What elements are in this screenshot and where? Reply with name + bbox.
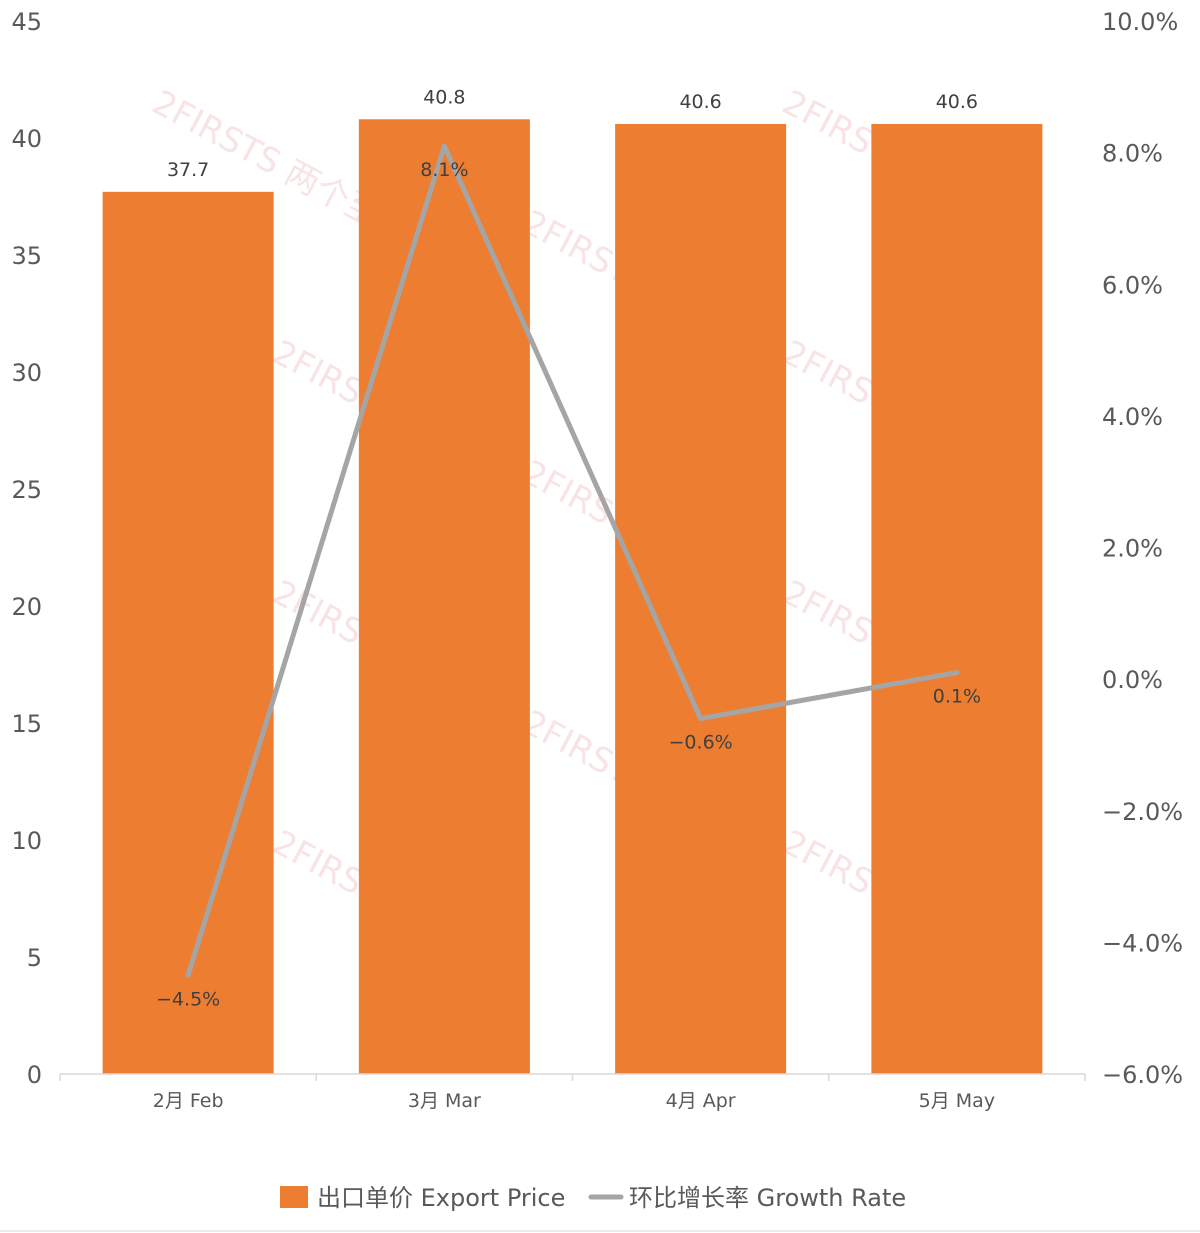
right-tick-label: −6.0% (1102, 1061, 1183, 1089)
legend-label-growth-rate: 环比增长率 Growth Rate (629, 1184, 906, 1212)
right-tick-label: −2.0% (1102, 798, 1183, 826)
bar-series (102, 119, 1043, 1074)
right-y-axis: −6.0% −4.0% −2.0% 0.0% 2.0% 4.0% 6.0% 8.0% 10.0% (1102, 8, 1183, 1089)
right-tick-label: 2.0% (1102, 535, 1163, 563)
bar-3 (615, 123, 787, 1074)
x-tick-label: 5月 May (919, 1090, 995, 1112)
right-tick-label: 6.0% (1102, 271, 1163, 299)
left-tick-label: 25 (11, 476, 42, 504)
bar-value-label: 40.6 (679, 91, 721, 113)
left-y-axis: 0 5 10 15 20 25 30 35 40 45 (11, 8, 42, 1089)
line-series (185, 143, 960, 978)
left-tick-label: 5 (27, 944, 42, 972)
left-tick-label: 0 (27, 1061, 42, 1089)
left-tick-label: 20 (11, 593, 42, 621)
left-tick-label: 10 (11, 827, 42, 855)
growth-rate-line (185, 143, 960, 978)
line-value-label: −4.5% (156, 988, 220, 1010)
x-axis: 2月 Feb 3月 Mar 4月 Apr 5月 May (59, 1073, 1086, 1112)
legend: 出口单价 Export Price 环比增长率 Growth Rate (0, 1184, 1200, 1232)
bar-value-label: 40.8 (423, 86, 465, 108)
bar-1 (102, 191, 274, 1074)
right-tick-label: 4.0% (1102, 403, 1163, 431)
legend-swatch-export-price (280, 1186, 308, 1208)
right-tick-label: 8.0% (1102, 140, 1163, 168)
line-value-label: −0.6% (669, 732, 733, 754)
line-point-1 (187, 974, 190, 977)
right-tick-label: −4.0% (1102, 929, 1183, 957)
left-tick-label: 40 (11, 125, 42, 153)
bar-value-label: 37.7 (167, 159, 209, 181)
bar-4 (871, 123, 1043, 1074)
bar-2 (358, 119, 530, 1074)
left-tick-label: 35 (11, 242, 42, 270)
line-point-2 (443, 145, 446, 148)
x-tick-label: 3月 Mar (408, 1090, 481, 1112)
line-point-3 (699, 717, 702, 720)
left-tick-label: 15 (11, 710, 42, 738)
right-tick-label: 10.0% (1102, 8, 1178, 36)
left-tick-label: 45 (11, 8, 42, 36)
bar-value-label: 40.6 (936, 91, 978, 113)
right-tick-label: 0.0% (1102, 666, 1163, 694)
x-tick-label: 4月 Apr (666, 1090, 736, 1112)
data-labels: 37.7 40.8 40.6 40.6 −4.5% 8.1% −0.6% 0.1% (156, 86, 981, 1010)
line-value-label: 0.1% (933, 686, 981, 708)
legend-label-export-price: 出口单价 Export Price (317, 1184, 565, 1212)
x-tick-label: 2月 Feb (153, 1090, 224, 1112)
line-value-label: 8.1% (420, 159, 468, 181)
line-point-4 (955, 671, 958, 674)
left-tick-label: 30 (11, 359, 42, 387)
